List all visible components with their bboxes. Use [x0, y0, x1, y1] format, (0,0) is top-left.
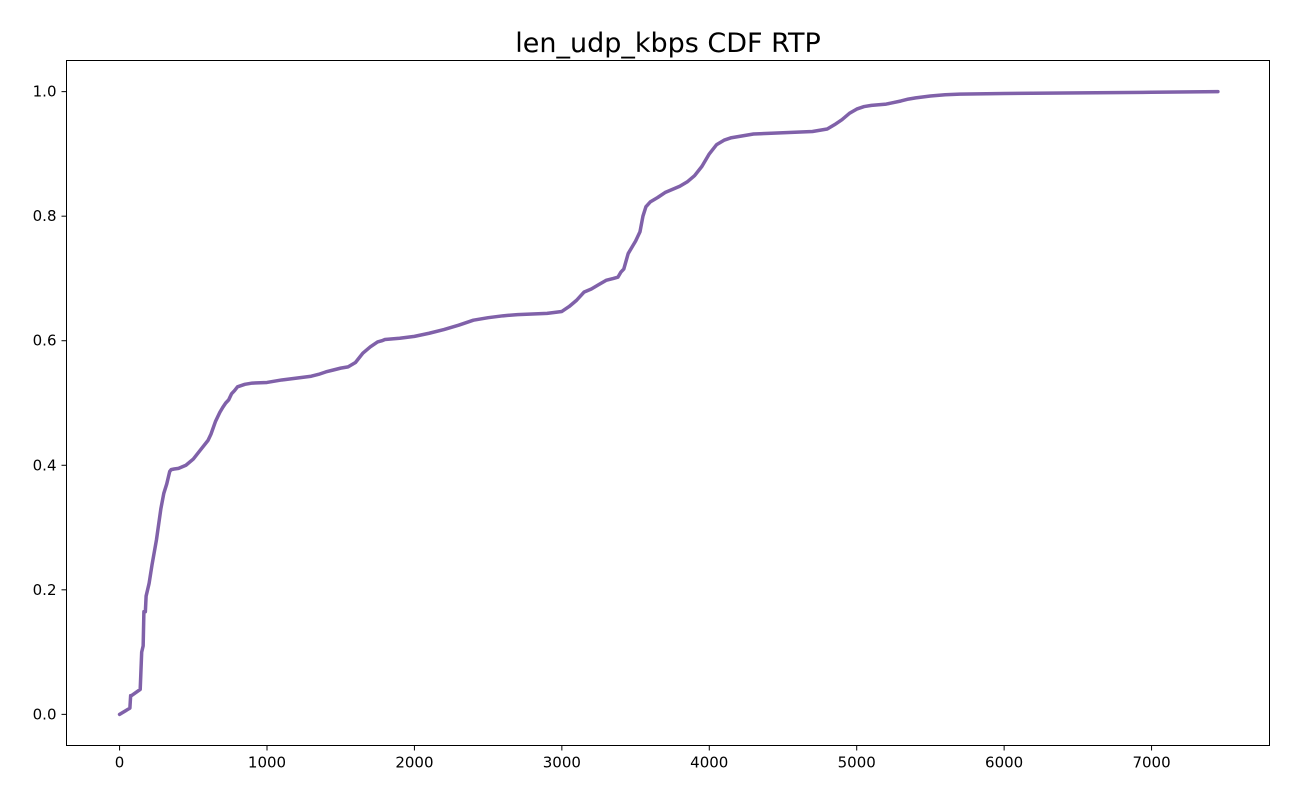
y-axis: 0.0 0.2 0.4 0.6 0.8 1.0 — [33, 83, 67, 723]
chart-title: len_udp_kbps CDF RTP — [515, 28, 821, 59]
x-tick-label: 4000 — [690, 754, 728, 772]
x-tick-label: 6000 — [985, 754, 1023, 772]
x-tick-label: 5000 — [838, 754, 876, 772]
x-tick-label: 0 — [115, 754, 125, 772]
x-tick-label: 2000 — [395, 754, 433, 772]
axes-frame — [66, 60, 1270, 746]
y-tick-label: 0.4 — [33, 456, 57, 474]
plot-area — [117, 89, 1220, 717]
cdf-series-line-0 — [117, 89, 1220, 717]
x-tick-label: 3000 — [543, 754, 581, 772]
y-tick-label: 0.8 — [33, 207, 57, 225]
y-tick-label: 0.0 — [33, 705, 57, 723]
y-tick-label: 1.0 — [33, 83, 57, 101]
x-tick-label: 1000 — [248, 754, 286, 772]
y-tick-label: 0.6 — [33, 332, 57, 350]
x-tick-label: 7000 — [1132, 754, 1170, 772]
x-axis: 0 1000 2000 3000 4000 5000 6000 7000 — [115, 745, 1171, 772]
y-tick-label: 0.2 — [33, 581, 57, 599]
